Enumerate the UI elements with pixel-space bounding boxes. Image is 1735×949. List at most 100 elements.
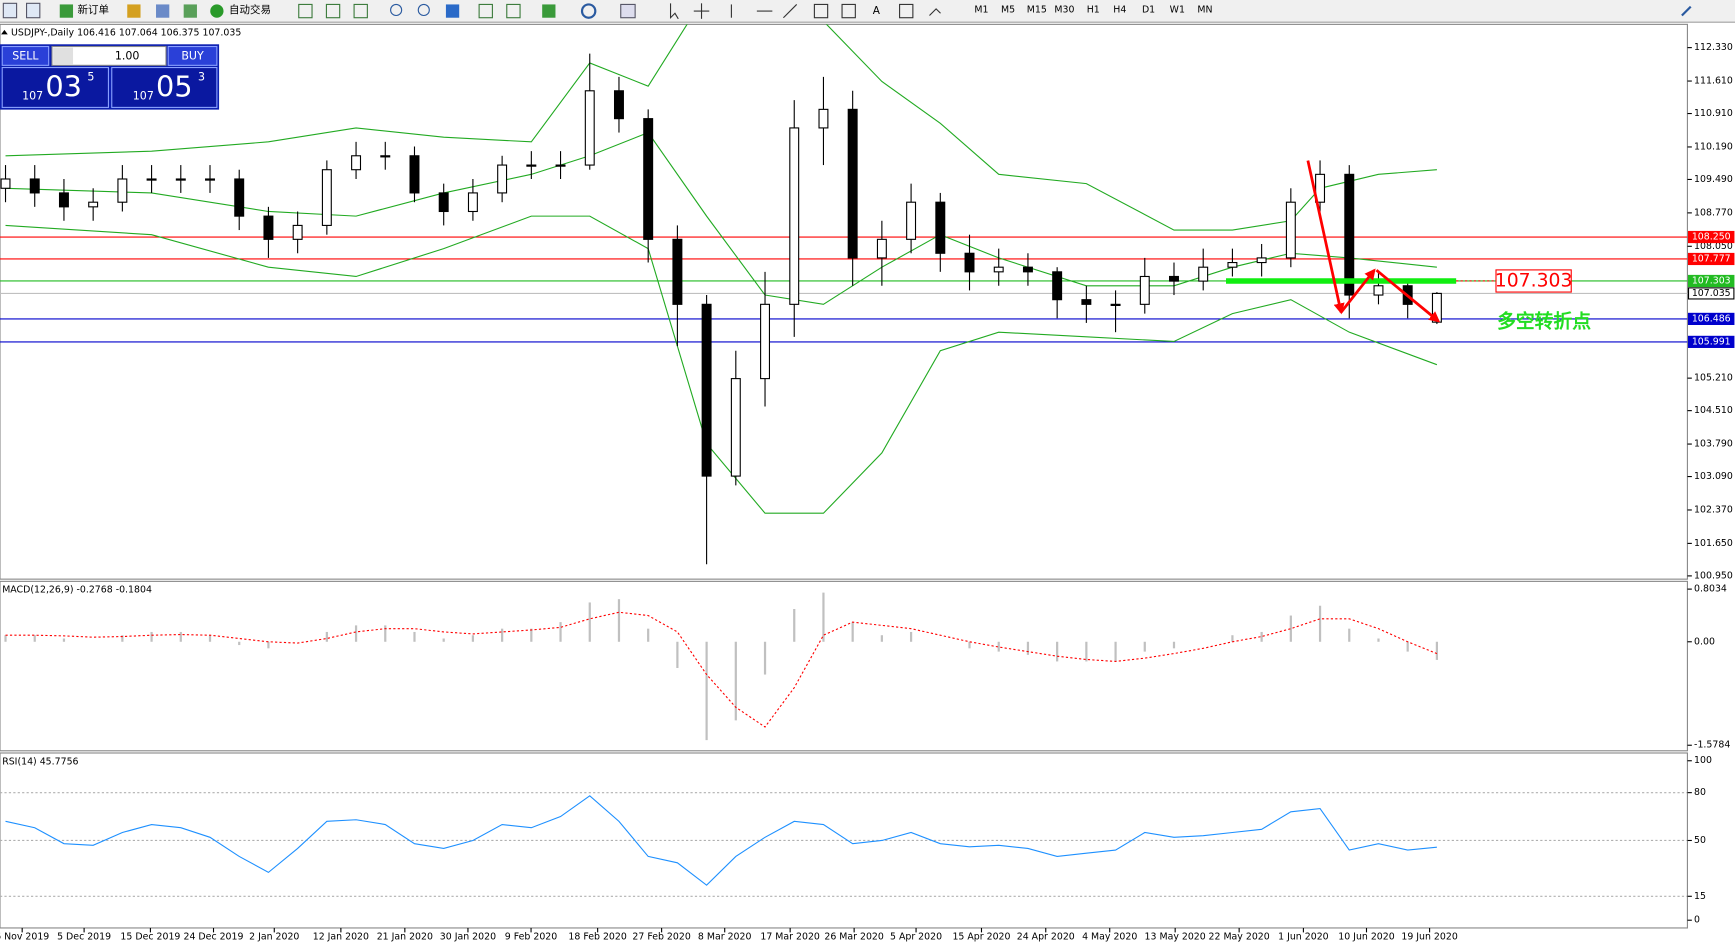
macd-panel <box>0 580 1688 752</box>
x-tick-label: 6 Nov 2019 <box>0 931 49 942</box>
y-tick-label: 109.490 <box>1694 174 1733 185</box>
y-tick-label: 110.910 <box>1694 108 1733 119</box>
x-tick-label: 15 Apr 2020 <box>952 931 1010 942</box>
candle-body <box>0 178 11 189</box>
price-level-tag <box>1687 287 1735 300</box>
sell-button[interactable] <box>1 45 50 66</box>
x-tick-label: 15 Dec 2019 <box>120 931 180 942</box>
macd-label: MACD(12,26,9) -0.2768 -0.1804 <box>2 585 152 596</box>
candle-body <box>321 169 332 226</box>
candle-body <box>409 155 420 194</box>
candle-body <box>935 201 946 254</box>
candle-body <box>175 178 186 181</box>
y-tick-label: 108.770 <box>1694 207 1733 218</box>
rsi-y-tick-label: 15 <box>1694 891 1706 902</box>
timeframe-button[interactable]: H4 <box>1113 4 1126 15</box>
x-tick-label: 4 May 2020 <box>1082 931 1137 942</box>
price-level-tag <box>1687 230 1735 244</box>
candle-body <box>1169 275 1179 282</box>
candle-body <box>789 127 800 305</box>
candle-body <box>1256 257 1267 264</box>
new-order-button[interactable]: 新订单 <box>77 3 108 16</box>
candle-body <box>964 252 975 273</box>
sell-label: SELL <box>12 49 39 62</box>
candle-body <box>1081 299 1092 305</box>
candle-body <box>672 238 683 305</box>
candle-body <box>29 178 40 194</box>
rsi-label: RSI(14) 45.7756 <box>2 756 78 767</box>
sell-price-box[interactable] <box>1 66 109 108</box>
main-plot <box>0 24 1688 565</box>
timeframe-button[interactable]: M30 <box>1054 4 1074 15</box>
candle-body <box>643 118 654 240</box>
candle-body <box>1227 261 1238 268</box>
buy-button[interactable] <box>167 45 218 66</box>
timeframe-button[interactable]: M5 <box>1001 4 1015 15</box>
rsi-panel <box>0 752 1688 929</box>
y-tick-label: 103.090 <box>1694 471 1733 482</box>
price-level-tag <box>1687 335 1735 348</box>
candle-body <box>1285 201 1296 259</box>
y-tick-label: 110.190 <box>1694 141 1733 152</box>
y-tick-label: 112.330 <box>1694 42 1733 53</box>
candle-body <box>1373 285 1384 296</box>
candle-body <box>906 201 917 240</box>
candle-body <box>613 90 624 120</box>
candle-body <box>467 192 478 213</box>
candle-body <box>818 108 829 129</box>
candle-body <box>760 303 771 380</box>
price-level-label: 107.777 <box>1692 253 1731 264</box>
svg-text:A: A <box>873 5 881 17</box>
candle-body <box>146 178 157 181</box>
candle-body <box>1052 271 1063 301</box>
lot-input[interactable] <box>51 45 167 66</box>
candle-body <box>1110 303 1121 306</box>
timeframe-button[interactable]: D1 <box>1142 4 1155 15</box>
one-click-trading-panel <box>0 44 220 110</box>
buy-pips: 05 <box>156 70 193 104</box>
candle-body <box>351 155 362 171</box>
timeframe-bar: M1 M5 M15 M30 H1 H4 D1 W1 MN <box>974 4 1212 15</box>
timeframe-button[interactable]: MN <box>1197 4 1212 15</box>
toolbar-icons: A <box>2 2 1692 20</box>
x-tick-label: 19 Jun 2020 <box>1401 931 1457 942</box>
x-tick-label: 24 Apr 2020 <box>1017 931 1075 942</box>
x-tick-label: 5 Apr 2020 <box>890 931 942 942</box>
x-tick-label: 30 Jan 2020 <box>440 931 496 942</box>
candle-body <box>88 201 99 208</box>
candle-body <box>555 164 566 167</box>
y-tick-label: 103.790 <box>1694 439 1733 450</box>
buy-price-box[interactable] <box>111 66 218 108</box>
x-tick-label: 9 Feb 2020 <box>505 931 557 942</box>
rsi-line <box>5 795 1437 886</box>
x-tick-label: 1 Jun 2020 <box>1278 931 1329 942</box>
note: 多空转折点 <box>1497 310 1591 333</box>
rsi-y-tick-label: 50 <box>1694 835 1706 846</box>
header-arrow <box>1 29 8 35</box>
candle-body <box>1022 266 1033 273</box>
timeframe-button[interactable]: M1 <box>974 4 988 15</box>
x-tick-label: 21 Jan 2020 <box>377 931 433 942</box>
macd-y-tick-label: -1.5784 <box>1694 740 1730 751</box>
sell-pips: 03 <box>45 70 82 104</box>
candle-body <box>58 192 69 208</box>
candle-body <box>292 224 303 240</box>
timeframe-button[interactable]: H1 <box>1087 4 1100 15</box>
timeframe-button[interactable]: W1 <box>1170 4 1185 15</box>
toolbar <box>0 0 1735 23</box>
x-tick-label: 5 Dec 2019 <box>57 931 111 942</box>
y-tick-label: 111.610 <box>1694 76 1733 87</box>
x-tick-label: 26 Mar 2020 <box>824 931 884 942</box>
timeframe-button[interactable]: M15 <box>1027 4 1047 15</box>
candle-body <box>847 108 858 259</box>
candle-body <box>263 215 274 240</box>
y-tick-label: 101.650 <box>1694 538 1733 549</box>
rsi-y-tick-label: 80 <box>1694 787 1706 798</box>
bollinger-lower <box>5 215 1438 514</box>
y-tick-label: 108.050 <box>1694 241 1733 252</box>
x-tick-label: 2 Jan 2020 <box>249 931 299 942</box>
auto-trading-button[interactable]: 自动交易 <box>229 3 271 16</box>
price-level-label: 107.303 <box>1692 275 1731 286</box>
level-box <box>1495 269 1572 293</box>
candle-body <box>701 303 712 477</box>
